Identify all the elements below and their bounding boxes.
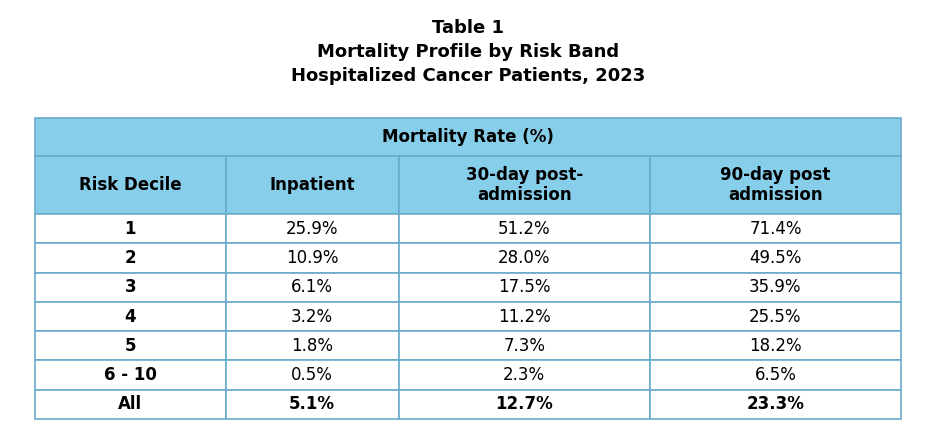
- Text: 4: 4: [124, 308, 136, 325]
- Text: Risk Decile: Risk Decile: [79, 176, 182, 194]
- Bar: [650, 243, 901, 273]
- Bar: [650, 390, 901, 419]
- Text: 30-day post-
admission: 30-day post- admission: [466, 166, 583, 204]
- Text: 11.2%: 11.2%: [498, 308, 550, 325]
- Bar: [399, 390, 650, 419]
- Text: 5: 5: [124, 337, 136, 355]
- Bar: [35, 361, 226, 390]
- Bar: [650, 361, 901, 390]
- Text: 49.5%: 49.5%: [749, 249, 801, 267]
- Text: 5.1%: 5.1%: [289, 395, 335, 413]
- Text: 12.7%: 12.7%: [495, 395, 553, 413]
- Text: 1: 1: [124, 220, 136, 238]
- Text: All: All: [118, 395, 142, 413]
- Text: 3.2%: 3.2%: [291, 308, 333, 325]
- Bar: [399, 302, 650, 331]
- Bar: [35, 243, 226, 273]
- Text: 23.3%: 23.3%: [747, 395, 804, 413]
- Text: Hospitalized Cancer Patients, 2023: Hospitalized Cancer Patients, 2023: [291, 67, 645, 85]
- Bar: [399, 214, 650, 243]
- Text: 35.9%: 35.9%: [749, 278, 801, 296]
- Text: 6 - 10: 6 - 10: [104, 366, 156, 384]
- Text: Mortality Rate (%): Mortality Rate (%): [382, 128, 554, 146]
- Text: 18.2%: 18.2%: [749, 337, 802, 355]
- Bar: [226, 361, 399, 390]
- Bar: [650, 214, 901, 243]
- Text: 7.3%: 7.3%: [504, 337, 546, 355]
- Text: 3: 3: [124, 278, 136, 296]
- Bar: [35, 214, 226, 243]
- Bar: [226, 214, 399, 243]
- Bar: [650, 273, 901, 302]
- Text: 0.5%: 0.5%: [291, 366, 333, 384]
- Text: Table 1: Table 1: [432, 19, 504, 37]
- Text: 71.4%: 71.4%: [749, 220, 801, 238]
- Bar: [35, 156, 226, 214]
- Bar: [399, 273, 650, 302]
- Bar: [650, 331, 901, 361]
- Bar: [399, 243, 650, 273]
- Text: 10.9%: 10.9%: [285, 249, 339, 267]
- Bar: [35, 302, 226, 331]
- Text: 2: 2: [124, 249, 136, 267]
- Text: Inpatient: Inpatient: [270, 176, 355, 194]
- Bar: [650, 156, 901, 214]
- Bar: [399, 156, 650, 214]
- Text: 6.1%: 6.1%: [291, 278, 333, 296]
- Text: Mortality Profile by Risk Band: Mortality Profile by Risk Band: [317, 43, 619, 61]
- Text: 6.5%: 6.5%: [754, 366, 797, 384]
- Bar: [226, 302, 399, 331]
- Text: 17.5%: 17.5%: [498, 278, 550, 296]
- Text: 1.8%: 1.8%: [291, 337, 333, 355]
- Text: 90-day post
admission: 90-day post admission: [720, 166, 830, 204]
- Bar: [35, 331, 226, 361]
- Text: 51.2%: 51.2%: [498, 220, 550, 238]
- Bar: [226, 390, 399, 419]
- Bar: [226, 331, 399, 361]
- Text: 2.3%: 2.3%: [504, 366, 546, 384]
- Bar: [399, 331, 650, 361]
- Text: 28.0%: 28.0%: [498, 249, 550, 267]
- Bar: [226, 273, 399, 302]
- Bar: [35, 390, 226, 419]
- Bar: [399, 361, 650, 390]
- Bar: [226, 243, 399, 273]
- Bar: [650, 302, 901, 331]
- Text: 25.5%: 25.5%: [749, 308, 801, 325]
- Text: 25.9%: 25.9%: [285, 220, 339, 238]
- Bar: [226, 156, 399, 214]
- Bar: [35, 118, 901, 156]
- Bar: [35, 273, 226, 302]
